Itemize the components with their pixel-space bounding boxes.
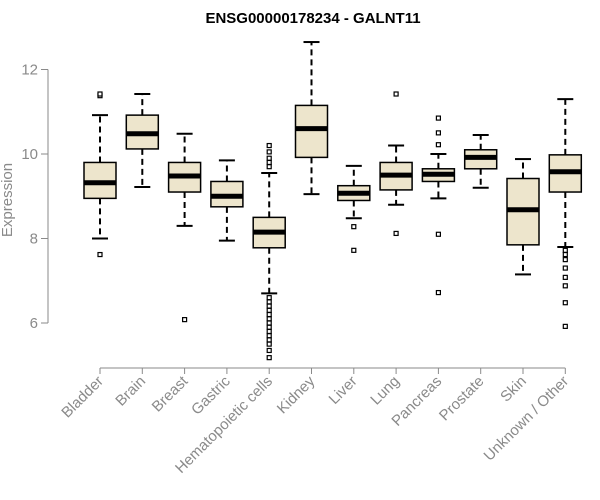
box-lung: [379, 91, 413, 237]
outlier-point: [266, 320, 272, 326]
outlier-point: [562, 257, 568, 263]
outlier-point: [266, 337, 272, 343]
outlier-point: [435, 142, 441, 148]
outlier-point: [266, 295, 272, 301]
outlier-point: [562, 283, 568, 289]
outlier-point: [266, 307, 272, 313]
outlier-point: [182, 317, 188, 323]
outlier-point: [435, 115, 441, 121]
outlier-point: [435, 130, 441, 136]
outlier-point: [351, 247, 357, 253]
y-axis: 6 8 10 12: [21, 62, 49, 332]
x-tick-label: Lung: [367, 373, 403, 409]
outlier-point: [266, 159, 272, 166]
box-hematopoietic-cells: [252, 142, 286, 361]
x-tick-label: Brain: [112, 373, 149, 410]
boxes-layer: [83, 41, 583, 361]
outlier-point: [266, 311, 272, 318]
x-tick-label: Liver: [326, 373, 361, 408]
outlier-point: [266, 355, 272, 361]
outlier-point: [393, 91, 399, 97]
y-tick-label: 8: [30, 231, 38, 248]
x-tick-label: Kidney: [274, 372, 319, 417]
x-tick-label: Breast: [149, 372, 192, 415]
outlier-point: [562, 247, 568, 253]
y-tick-label: 12: [21, 62, 38, 79]
outlier-point: [266, 164, 272, 170]
outlier-point: [266, 347, 272, 354]
outlier-point: [97, 251, 103, 258]
outlier-point: [266, 324, 272, 330]
box-gastric: [210, 159, 244, 242]
outlier-point: [266, 149, 272, 155]
outlier-point: [97, 91, 103, 97]
outlier-point: [562, 300, 568, 306]
outlier-point: [562, 251, 568, 258]
x-tick-label: Bladder: [58, 373, 107, 422]
outlier-point: [266, 299, 272, 305]
outlier-point: [266, 142, 272, 149]
outlier-point: [266, 155, 272, 161]
x-tick-label: Skin: [497, 373, 530, 406]
outlier-point: [351, 224, 357, 230]
box-brain: [125, 93, 160, 188]
outlier-point: [393, 230, 399, 237]
box-breast: [167, 132, 202, 323]
y-tick-label: 10: [21, 146, 38, 163]
chart-title: ENSG00000178234 - GALNT11: [205, 10, 420, 27]
outlier-point: [266, 316, 272, 322]
outlier-point: [266, 341, 272, 347]
x-tick-label: Prostate: [436, 373, 488, 425]
outlier-point: [266, 303, 272, 309]
y-axis-label: Expression: [0, 163, 16, 237]
outlier-point: [562, 274, 568, 280]
outlier-point: [562, 265, 568, 271]
outlier-point: [435, 289, 441, 296]
box-skin: [506, 158, 540, 276]
outlier-point: [266, 328, 272, 335]
outlier-point: [435, 231, 441, 237]
box-liver: [337, 164, 371, 253]
box-unknown-other: [548, 98, 583, 329]
outlier-point: [562, 323, 568, 329]
outlier-point: [266, 333, 272, 339]
box-prostate: [463, 133, 498, 189]
box-pancreas: [421, 115, 456, 296]
box-rect: [294, 104, 329, 159]
box-bladder: [83, 91, 117, 258]
box-kidney: [294, 41, 329, 196]
y-tick-label: 6: [30, 315, 38, 332]
